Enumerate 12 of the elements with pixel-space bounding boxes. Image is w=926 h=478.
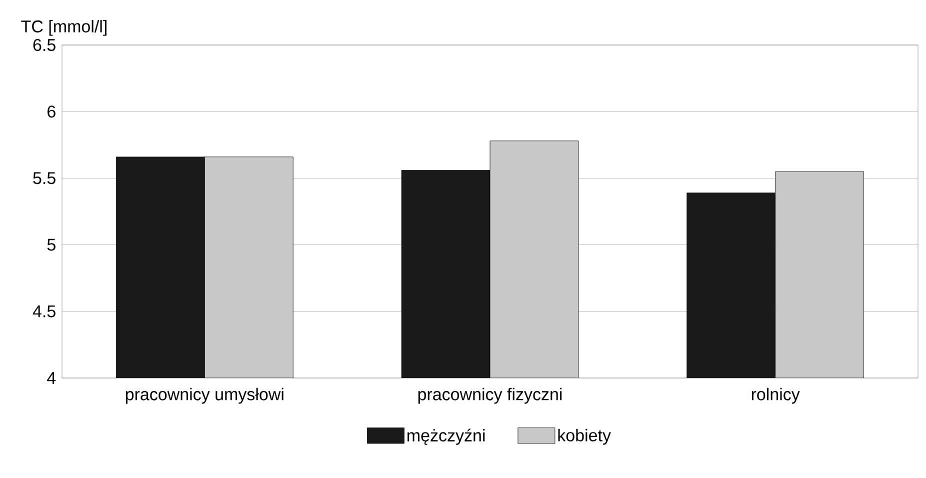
x-tick-label: pracownicy fizyczni: [418, 388, 562, 404]
legend-label: mężczyźni: [408, 428, 485, 445]
x-tick-label: rolnicy: [752, 388, 800, 404]
y-tick-label: 4.5: [32, 305, 56, 318]
x-tick-label: pracownicy umysłowi: [126, 388, 284, 404]
y-tick-label: 4: [47, 372, 56, 384]
y-tick-label: 5: [47, 238, 56, 251]
y-tick-label: 6: [48, 106, 56, 118]
legend-label: kobiety: [558, 428, 611, 445]
y-axis-title: TC [mmol/l]: [21, 20, 106, 36]
y-tick-label: 5.5: [33, 172, 56, 184]
y-tick-label: 6.5: [33, 38, 56, 52]
